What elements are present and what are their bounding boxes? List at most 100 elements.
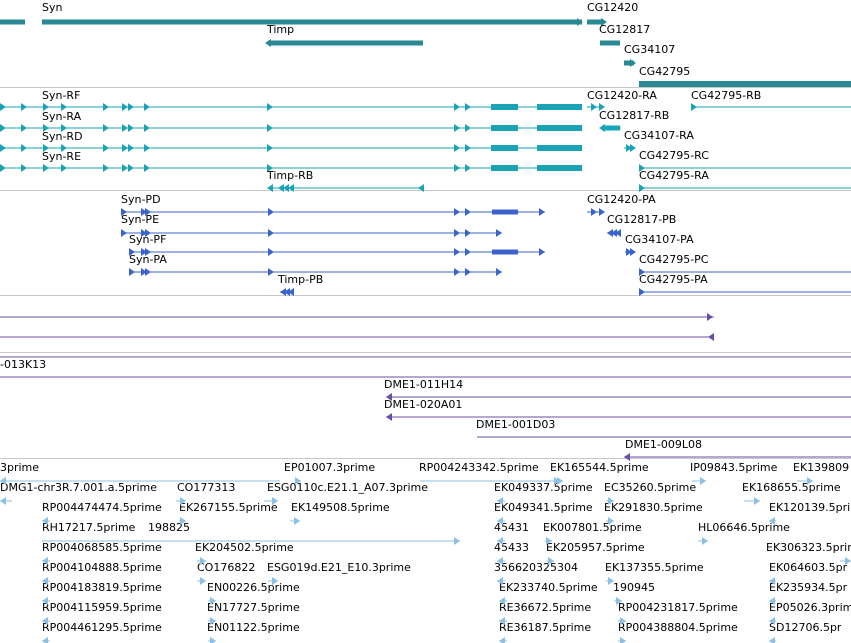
est-feature[interactable]	[600, 572, 622, 585]
est-feature[interactable]	[36, 572, 58, 585]
transcript-label-timp-rb: Timp-RB	[267, 169, 314, 182]
protein-feature-timp-pb[interactable]	[274, 283, 302, 296]
est-feature[interactable]	[600, 512, 622, 525]
est-feature[interactable]	[202, 592, 224, 605]
est-feature[interactable]	[491, 532, 513, 545]
clone-feature[interactable]	[0, 328, 722, 341]
est-label: EK291830.5prime	[604, 501, 703, 514]
gene-feature-cg42795[interactable]	[633, 75, 851, 87]
est-feature[interactable]	[36, 592, 58, 605]
transcript-feature-syn[interactable]	[0, 159, 590, 172]
est-label: RH17217.5prime	[42, 521, 136, 534]
est-feature[interactable]	[686, 472, 714, 485]
gene-feature-cg12420[interactable]	[581, 13, 612, 26]
est-feature[interactable]	[600, 492, 622, 505]
protein-feature-cg42795-pa[interactable]	[633, 283, 851, 296]
clone-label-dme1-020a01: DME1-020A01	[384, 398, 463, 411]
est-feature[interactable]	[834, 552, 851, 565]
est-label: EK165544.5prime	[550, 461, 649, 474]
protein-feature-cg42795-pc[interactable]	[633, 263, 851, 276]
est-feature[interactable]	[0, 472, 288, 485]
gene-feature-syn[interactable]	[36, 13, 590, 26]
est-feature[interactable]	[173, 512, 194, 525]
est-feature[interactable]	[36, 632, 58, 643]
est-feature[interactable]	[608, 592, 630, 605]
clone-feature[interactable]	[0, 308, 722, 321]
est-feature[interactable]	[491, 492, 513, 505]
est-feature[interactable]	[763, 512, 784, 525]
transcript-feature-cg34107-ra[interactable]	[618, 139, 642, 152]
transcript-label-cg42795-ra: CG42795-RA	[639, 169, 709, 182]
protein-feature-cg12420-pa[interactable]	[581, 203, 612, 216]
transcript-feature-cg42795-rc[interactable]	[633, 159, 851, 172]
est-feature[interactable]	[791, 472, 821, 485]
est-feature[interactable]	[612, 612, 634, 625]
transcript-feature-syn[interactable]	[0, 98, 590, 111]
transcript-feature-syn[interactable]	[0, 119, 590, 132]
est-label: ESG019d.E21_E10.3prime	[267, 561, 411, 574]
est-feature[interactable]	[493, 592, 515, 605]
est-feature[interactable]	[292, 472, 309, 485]
protein-feature-syn-pa[interactable]	[123, 263, 510, 276]
est-feature[interactable]	[258, 492, 286, 505]
est-feature[interactable]	[284, 512, 308, 525]
est-feature[interactable]	[738, 492, 768, 505]
gene-feature-cg34107[interactable]	[618, 54, 642, 67]
transcript-feature-timp-rb[interactable]	[262, 179, 431, 192]
est-label: EK137355.5prime	[605, 561, 704, 574]
protein-label-cg12817-pb: CG12817-PB	[607, 213, 677, 226]
protein-feature-syn-pd[interactable]	[115, 203, 553, 216]
est-feature[interactable]	[763, 572, 784, 585]
est-feature[interactable]	[763, 612, 784, 625]
protein-feature-syn-pe[interactable]	[115, 224, 510, 237]
est-label: DMG1-chr3R.7.001.a.5prime	[0, 481, 158, 494]
est-label: EK204502.5prime	[195, 541, 294, 554]
est-feature[interactable]	[491, 572, 513, 585]
est-label: HL06646.5prime	[698, 521, 790, 534]
est-feature[interactable]	[493, 632, 515, 643]
est-feature[interactable]	[763, 592, 784, 605]
gene-feature[interactable]	[0, 13, 33, 25]
transcript-feature-cg42795-ra[interactable]	[633, 179, 851, 192]
est-feature[interactable]	[541, 552, 562, 565]
est-feature[interactable]	[202, 632, 224, 643]
protein-feature-syn-pf[interactable]	[123, 243, 553, 256]
est-feature[interactable]	[763, 632, 784, 643]
est-feature[interactable]	[262, 572, 286, 585]
est-feature[interactable]	[612, 632, 634, 643]
est-feature[interactable]	[36, 552, 58, 565]
est-feature[interactable]	[550, 472, 571, 485]
transcript-feature-cg12420-ra[interactable]	[581, 98, 612, 111]
est-feature[interactable]	[36, 532, 468, 545]
est-feature[interactable]	[191, 572, 214, 585]
est-feature[interactable]	[202, 612, 224, 625]
est-feature[interactable]	[539, 532, 560, 545]
transcript-feature-cg42795-rb[interactable]	[685, 98, 851, 111]
est-feature[interactable]	[414, 472, 568, 485]
transcript-feature-cg12817-rb[interactable]	[594, 119, 629, 132]
transcript-feature-syn[interactable]	[0, 139, 590, 152]
clone-feature-dme1-001d03[interactable]	[471, 428, 851, 440]
est-feature[interactable]	[493, 612, 515, 625]
gene-feature-cg12817[interactable]	[594, 34, 628, 46]
protein-feature-cg12817-pb[interactable]	[601, 224, 629, 237]
clone-feature-dme1-011h14[interactable]	[380, 388, 851, 401]
est-feature[interactable]	[491, 512, 513, 525]
est-feature[interactable]	[191, 552, 214, 565]
est-label: 3prime	[0, 461, 40, 474]
est-label: EC35260.5prime	[604, 481, 697, 494]
est-feature[interactable]	[491, 552, 513, 565]
est-feature[interactable]	[36, 612, 58, 625]
clone-feature[interactable]	[0, 368, 851, 380]
est-feature[interactable]	[36, 512, 58, 525]
est-label: IP09843.5prime	[690, 461, 778, 474]
clone-feature-dme1-020a01[interactable]	[380, 408, 851, 421]
est-feature[interactable]	[692, 532, 716, 545]
clone-label-dme1-001d03: DME1-001D03	[476, 418, 556, 431]
est-feature[interactable]	[170, 492, 194, 505]
clone-feature-dme1-009l08[interactable]	[618, 448, 851, 461]
protein-feature-cg34107-pa[interactable]	[619, 243, 642, 256]
est-feature[interactable]	[0, 492, 20, 505]
clone-feature[interactable]	[0, 348, 851, 360]
gene-feature-timp[interactable]	[262, 34, 431, 47]
